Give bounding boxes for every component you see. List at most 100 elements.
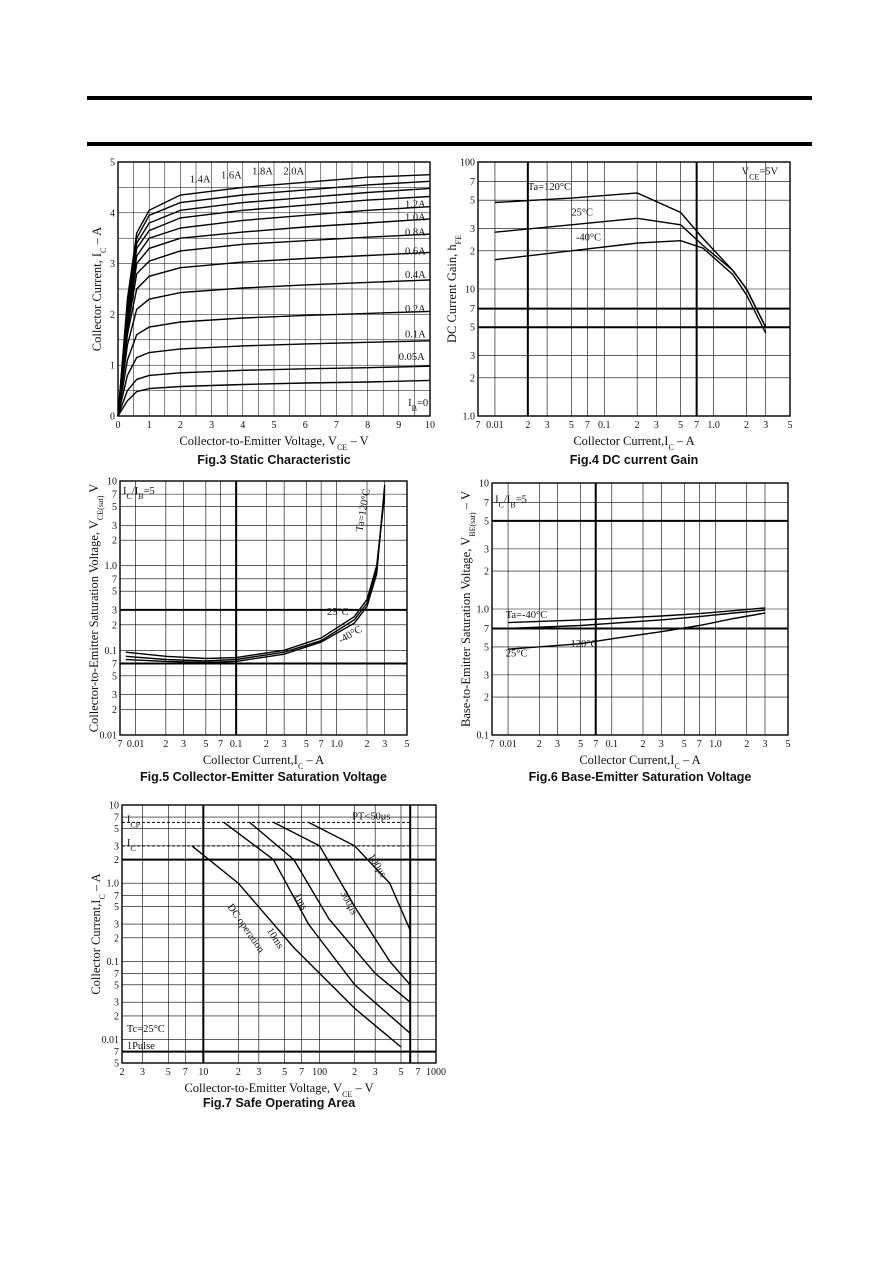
x-tick-label: 1.0	[330, 739, 343, 750]
series-label: 0.2A	[405, 304, 426, 315]
y-tick-label: 7	[112, 490, 117, 501]
y-axis-label: Collector-to-Emitter Saturation Voltage,…	[87, 484, 105, 733]
y-tick-label: 2	[484, 693, 489, 704]
x-tick-label: 5	[786, 739, 791, 750]
y-tick-label: 7	[114, 813, 119, 824]
y-tick-label: 7	[114, 891, 119, 902]
y-tick-label: 5	[470, 323, 475, 334]
header-rule-bottom	[87, 142, 812, 146]
y-tick-label: 4	[110, 208, 115, 219]
series-line	[117, 218, 431, 417]
series-line	[125, 489, 386, 662]
x-tick-label: 5	[272, 420, 277, 431]
x-tick-label: 7	[476, 420, 481, 431]
y-tick-label: 7	[484, 498, 489, 509]
y-tick-label: 7	[114, 1047, 119, 1058]
x-tick-label: 3	[209, 420, 214, 431]
x-axis-label: Collector-to-Emitter Voltage, VCE – V	[184, 1081, 373, 1099]
y-tick-label: 3	[114, 841, 119, 852]
series-line	[117, 206, 431, 417]
fig5-ce-saturation-voltage: 7 0.01 2 3 5 7 0.1 2 3 5 7 1.0 2 3 50.0123570.123571.0…	[87, 477, 410, 785]
x-tick-label: 2	[635, 420, 640, 431]
fig3-static-characteristic: 0 1 2 3 4 5 6 7 8 9 10 0 1 2 3 4 5 Collector-to-Emitter V…	[90, 158, 435, 468]
x-tick-label: 0.1	[230, 739, 243, 750]
series-label: 2.0A	[283, 167, 304, 178]
x-tick-label: 2	[364, 739, 369, 750]
x-tick-label: 3	[282, 739, 287, 750]
x-tick-label: 0	[116, 420, 121, 431]
series-label: 0.4A	[405, 270, 426, 281]
x-tick-label: 9	[396, 420, 401, 431]
y-tick-label: 2	[112, 536, 117, 547]
x-tick-label: 5	[203, 739, 208, 750]
x-tick-label: 7	[183, 1067, 188, 1078]
figure-caption: Fig.6 Base-Emitter Saturation Voltage	[529, 770, 752, 784]
series-label: Ta=-40°C	[506, 610, 547, 621]
x-tick-label: 4	[240, 420, 245, 431]
y-tick-label: 0.01	[102, 1035, 120, 1046]
y-tick-label: 5	[114, 980, 119, 991]
x-tick-label: 8	[365, 420, 370, 431]
figure-caption: Fig.4 DC current Gain	[570, 453, 699, 467]
y-tick-label: 2	[470, 246, 475, 257]
x-tick-label: 2	[537, 739, 542, 750]
y-tick-label: 5	[112, 671, 117, 682]
x-tick-label: 7	[593, 739, 598, 750]
series-label: 1.0A	[405, 212, 426, 223]
x-tick-label: 7	[118, 739, 123, 750]
y-tick-label: 1	[110, 361, 115, 372]
y-tick-label: 5	[484, 642, 489, 653]
series-line	[191, 845, 402, 1048]
x-tick-label: 3	[555, 739, 560, 750]
series-label: 120°C	[571, 639, 598, 650]
y-tick-label: 5	[112, 502, 117, 513]
y-tick-label: 2	[114, 1011, 119, 1022]
x-tick-label: 2	[525, 420, 530, 431]
series-line	[494, 239, 767, 334]
series-line	[117, 340, 431, 417]
series-line	[117, 187, 431, 417]
x-tick-label: 1000	[426, 1067, 446, 1078]
x-tick-label: 5	[304, 739, 309, 750]
x-tick-label: 5	[682, 739, 687, 750]
series-label: 1.6A	[221, 170, 242, 181]
y-tick-label: 3	[114, 920, 119, 931]
fig6-be-saturation-voltage: 7 0.01 2 3 5 7 0.1 2 3 5 7 1.0 2 3 50.123571.0235710Co…	[459, 479, 791, 785]
annotation: IC	[127, 838, 136, 853]
series-label: 25°C	[327, 607, 349, 618]
x-tick-label: 2	[178, 420, 183, 431]
y-tick-label: 5	[484, 516, 489, 527]
x-axis-label: Collector-to-Emitter Voltage, VCE – V	[179, 434, 368, 452]
series-line	[223, 821, 411, 1034]
annotation: IC/IB=5	[495, 495, 527, 510]
y-tick-label: 1.0	[463, 412, 476, 423]
x-tick-label: 2	[163, 739, 168, 750]
y-tick-label: 0.01	[100, 731, 118, 742]
x-tick-label: 7	[694, 420, 699, 431]
x-tick-label: 3	[256, 1067, 261, 1078]
series-line	[508, 612, 766, 650]
y-tick-label: 5	[110, 158, 115, 169]
y-tick-label: 1.0	[105, 561, 118, 572]
annotation: IB=0	[408, 398, 428, 413]
y-tick-label: 7	[112, 659, 117, 670]
x-tick-label: 0.01	[127, 739, 144, 750]
x-tick-label: 3	[140, 1067, 145, 1078]
header-rule-top	[87, 96, 812, 100]
x-tick-label: 1	[147, 420, 152, 431]
figure-caption: Fig.5 Collector-Emitter Saturation Volta…	[140, 770, 387, 784]
y-axis-label: Collector Current,IC – A	[89, 873, 107, 994]
y-tick-label: 3	[470, 224, 475, 235]
x-axis-label: Collector Current,IC – A	[573, 434, 694, 452]
y-tick-label: 0.1	[477, 731, 490, 742]
annotation: ICP	[127, 814, 141, 829]
x-tick-label: 7	[218, 739, 223, 750]
x-tick-label: 0.01	[486, 420, 504, 431]
series-label: 1.8A	[252, 167, 273, 178]
y-tick-label: 10	[465, 285, 475, 296]
y-tick-label: 5	[114, 902, 119, 913]
x-tick-label: 5	[405, 739, 410, 750]
y-tick-label: 3	[110, 259, 115, 270]
x-tick-label: 3	[382, 739, 387, 750]
x-axis-label: Collector Current,IC – A	[203, 753, 324, 771]
